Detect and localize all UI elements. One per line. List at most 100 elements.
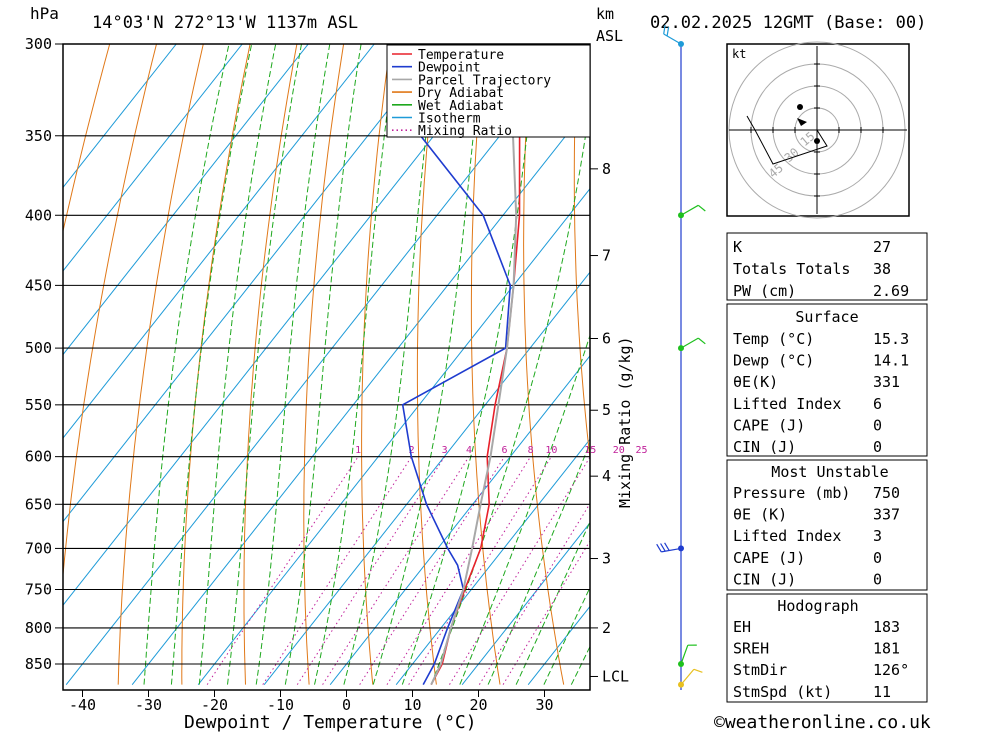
wind-barb-shaft [681,669,694,684]
dry-adiabat-line [304,44,344,685]
table-row-value: 181 [873,640,900,658]
table-row-label: Lifted Index [733,527,841,545]
pressure-unit-label: hPa [30,4,59,23]
wet-adiabat-line [315,44,397,685]
dry-adiabat-line [244,44,297,685]
height-tick-label: 7 [602,247,611,265]
mixing-ratio-label: 3 [442,445,448,456]
dry-adiabat-line [118,44,203,685]
dry-adiabat-line [952,44,1000,685]
pressure-tick-label: 650 [25,495,52,513]
wind-barb-shaft [681,645,688,664]
table-row-value: 6 [873,395,882,413]
table-row-value: 0 [873,416,882,434]
pressure-tick-label: 400 [25,206,52,224]
table-row-label: EH [733,618,751,636]
table-row-label: CAPE (J) [733,549,805,567]
mixing-ratio-line [207,457,358,685]
tt-label: Totals Totals [733,260,850,278]
pressure-tick-label: 450 [25,276,52,294]
temperature-tick-label: 30 [535,696,553,714]
table-row-label: Dewp (°C) [733,352,814,370]
wet-adiabat-line [431,44,598,685]
pressure-tick-label: 750 [25,580,52,598]
mixing-ratio-line [409,457,552,685]
height-tick-label: 5 [602,401,611,419]
table-row-label: StmDir [733,661,787,679]
pressure-tick-label: 500 [25,339,52,357]
dry-adiabat-line [0,44,110,685]
table-row-value: 750 [873,484,900,502]
pressure-tick-label: 550 [25,396,52,414]
datetime-label: 02.02.2025 12GMT (Base: 00) [650,13,926,33]
pressure-tick-label: 850 [25,655,52,673]
mixing-ratio-axis-label: Mixing Ratio (g/kg) [616,336,634,508]
table-row-label: CIN (J) [733,438,796,456]
index-tables: K 27 Totals Totals 38 PW (cm) 2.69 Surfa… [727,233,927,702]
table-row-label: CIN (J) [733,570,796,588]
wet-adiabat-line [488,44,730,685]
table-row-value: 0 [873,438,882,456]
wet-adiabat-line [228,44,302,685]
wind-barb-shaft [664,34,681,44]
hodograph-unit: kt [732,47,746,61]
table-row-value: 126° [873,661,909,679]
wind-barb-flag [661,544,666,552]
table-row-label: Pressure (mb) [733,484,850,502]
pressure-tick-label: 600 [25,448,52,466]
pressure-tick-label: 300 [25,35,52,53]
isotherm-line [0,44,440,685]
table-row-label: θE(K) [733,373,778,391]
mixing-ratio-label: 1 [355,445,361,456]
plot-frame [63,44,590,690]
pressure-tick-label: 700 [25,539,52,557]
pw-label: PW (cm) [733,282,796,300]
most-unstable-title: Most Unstable [771,463,888,481]
hodograph-marker [814,138,820,144]
mixing-ratio-label: 4 [466,445,472,456]
profile-lines [403,44,533,685]
table-row-value: 14.1 [873,352,909,370]
surface-title: Surface [795,308,858,326]
wet-adiabat-line [285,44,361,685]
temperature-tick-label: -30 [135,696,162,714]
table-row-label: SREH [733,640,769,658]
mixing-ratio-label: 10 [545,445,557,456]
height-tick-label: 6 [602,330,611,348]
table-row-value: 11 [873,683,891,701]
height-tick-label: LCL [602,667,629,685]
height-tick-label: 3 [602,550,611,568]
table-row-label: Lifted Index [733,395,841,413]
wind-barb-flag [665,543,670,551]
hodograph-marker [797,104,803,110]
wind-barb-flag [698,338,705,344]
wet-adiabat-line [144,44,229,685]
dry-adiabat-line [362,44,391,685]
wet-adiabat-line [199,44,275,685]
mixing-ratio-label: 6 [501,445,507,456]
k-label: K [733,238,742,256]
pressure-tick-label: 350 [25,127,52,145]
isotherm-line [132,44,638,685]
table-row-label: CAPE (J) [733,416,805,434]
hodograph-table-title: Hodograph [777,597,858,615]
dry-adiabat-line [55,44,157,685]
copyright-link[interactable]: ©weatheronline.co.uk [714,712,931,733]
isotherm-line [66,44,572,685]
dry-adiabat-line [182,44,250,685]
location-title: 14°03'N 272°13'W 1137m ASL [92,13,358,33]
table-row-value: 3 [873,527,882,545]
wind-barb-flag [698,205,705,211]
mixing-ratio-line [450,457,591,685]
height-unit-asl: ASL [596,27,623,45]
mixing-ratio-line [323,457,469,685]
table-row-value: 183 [873,618,900,636]
legend-label: Mixing Ratio [418,124,512,139]
temperature-tick-label: -40 [69,696,96,714]
x-axis-label: Dewpoint / Temperature (°C) [184,712,477,733]
